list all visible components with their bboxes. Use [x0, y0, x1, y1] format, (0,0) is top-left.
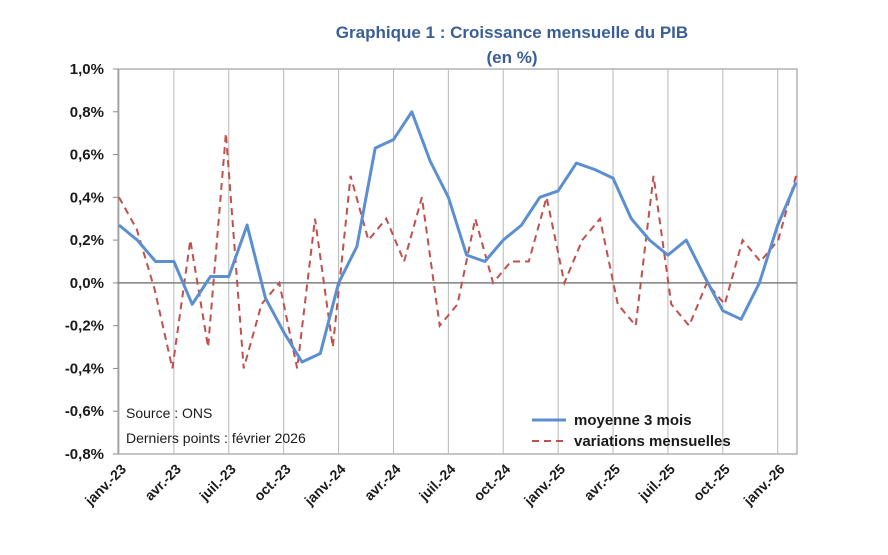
y-tick-label: -0,2%: [65, 318, 104, 335]
y-tick-label: 0,4%: [70, 189, 104, 206]
x-tick-label: avr.-24: [361, 461, 404, 504]
x-tick-label: oct.-25: [690, 461, 733, 504]
chart-title: Graphique 1 : Croissance mensuelle du PI…: [336, 23, 688, 42]
plot-area: [117, 68, 798, 455]
y-tick-label: -0,4%: [65, 360, 104, 377]
y-tick-label: -0,8%: [65, 446, 104, 463]
x-tick-label: avr.-25: [580, 461, 623, 504]
x-tick-label: janv.-26: [740, 461, 788, 509]
x-tick-label: janv.-24: [301, 461, 349, 509]
last-points-note: Derniers points : février 2026: [126, 430, 306, 446]
x-tick-label: oct.-24: [470, 461, 513, 504]
legend-label-variations-mensuelles: variations mensuelles: [574, 433, 731, 450]
source-note: Source : ONS: [126, 405, 212, 421]
series-line-moyenne-3-mois: [118, 110, 798, 364]
y-tick-label: 1,0%: [70, 61, 104, 78]
x-tick-label: juil.-24: [415, 461, 459, 505]
legend: moyenne 3 mois variations mensuelles: [532, 412, 731, 450]
x-tick-label: juil.-25: [635, 461, 679, 505]
gridlines: [118, 69, 779, 454]
y-axis: -0,8% -0,6% -0,4% -0,2% 0,0% 0,2% 0,4% 0,6% 0,8%…: [65, 61, 118, 463]
x-tick-label: janv.-23: [81, 461, 129, 509]
x-tick-label: janv.-25: [520, 461, 568, 509]
y-tick-label: 0,0%: [70, 275, 104, 292]
series-line-variations-mensuelles: [118, 133, 797, 369]
x-axis: janv.-23 avr.-23 juil.-23 oct.-23 janv.-24 av…: [81, 461, 788, 509]
y-tick-label: -0,6%: [65, 403, 104, 420]
chart-subtitle: (en %): [487, 48, 538, 67]
x-tick-label: juil.-23: [196, 461, 240, 505]
x-tick-label: oct.-23: [251, 461, 294, 504]
y-tick-label: 0,2%: [70, 232, 104, 249]
y-tick-label: 0,6%: [70, 147, 104, 164]
x-tick-label: avr.-23: [141, 461, 184, 504]
y-tick-label: 0,8%: [70, 104, 104, 121]
legend-label-moyenne-3-mois: moyenne 3 mois: [574, 412, 692, 429]
